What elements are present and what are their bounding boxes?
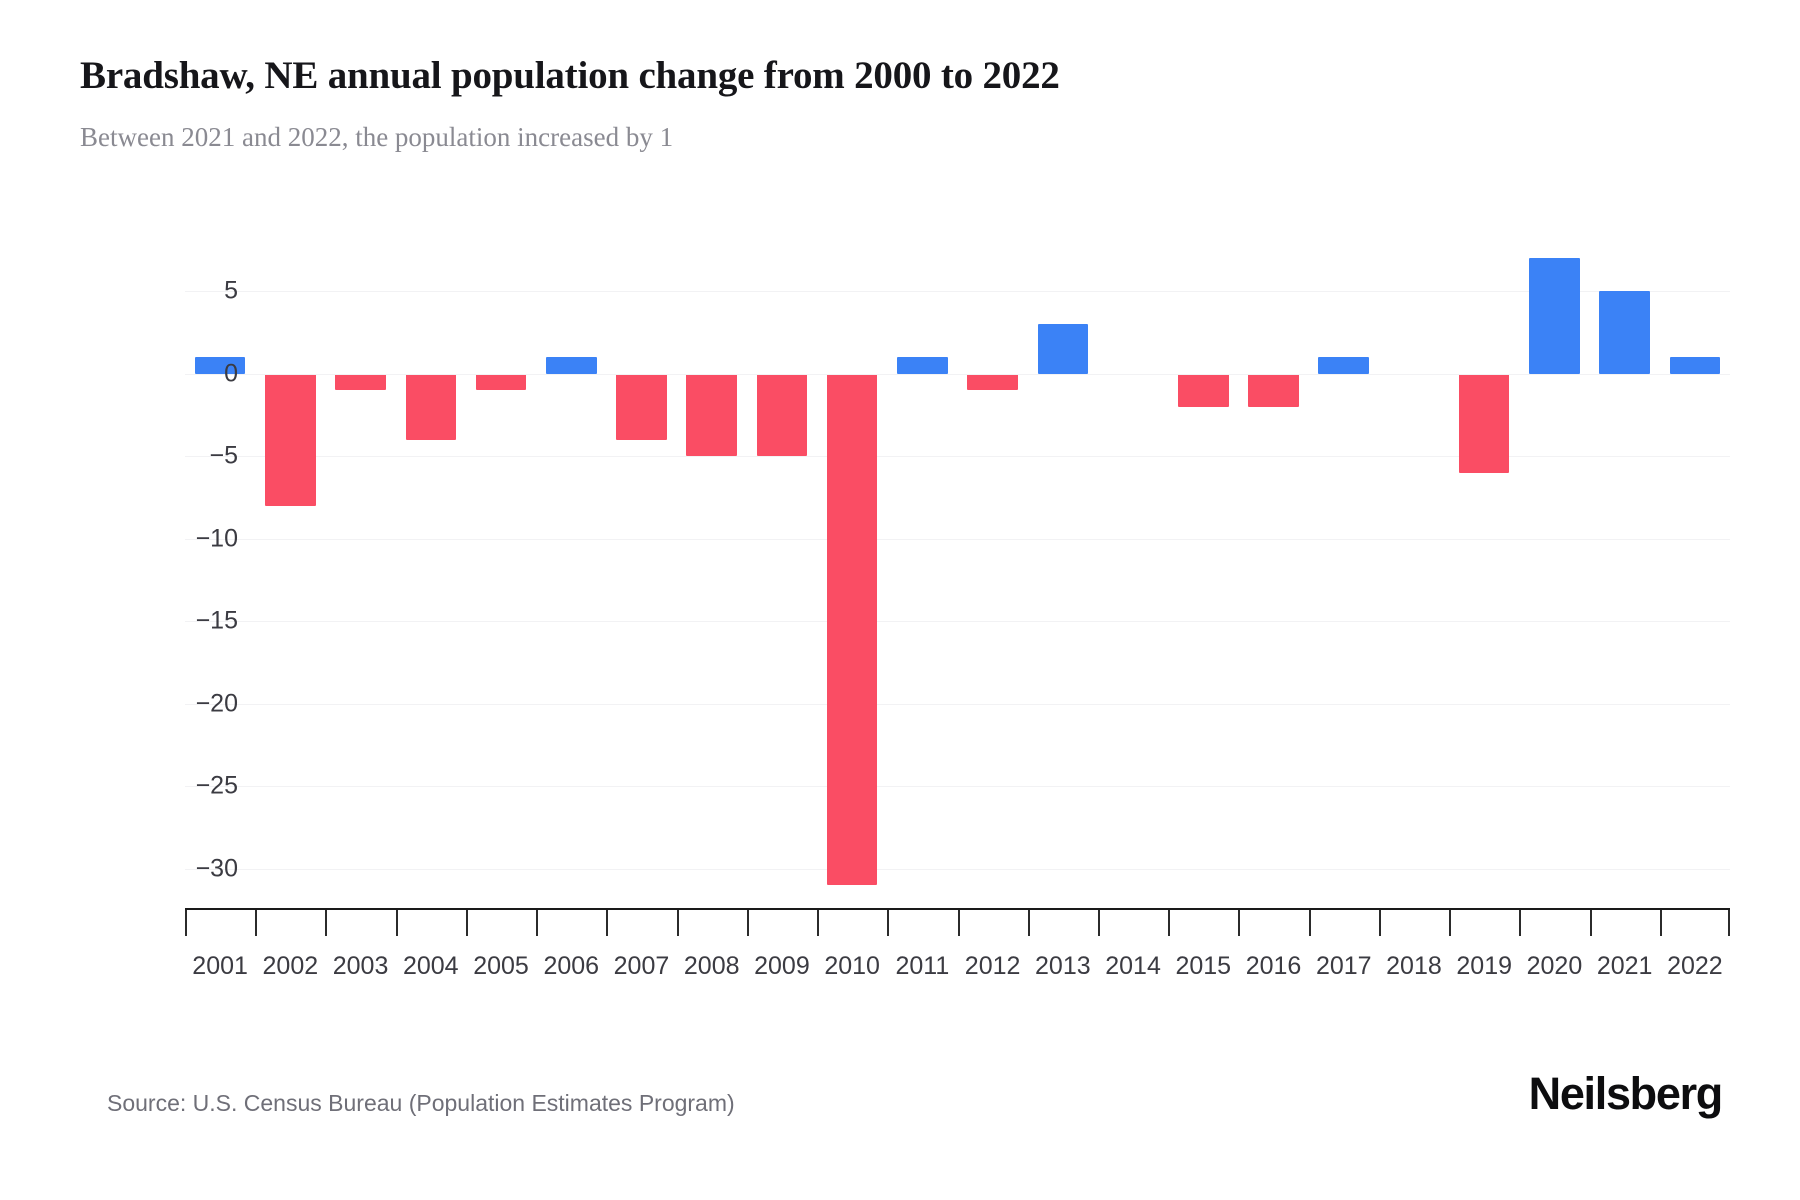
x-axis-tick	[746, 910, 749, 936]
bar-2007[interactable]	[616, 373, 667, 440]
bar-2005[interactable]	[475, 373, 527, 391]
x-axis-tick-label-2011: 2011	[895, 952, 950, 980]
bar-2004[interactable]	[405, 373, 457, 440]
bar-2016[interactable]	[1248, 373, 1299, 407]
gridline	[185, 703, 1730, 705]
x-axis-tick-label-2010: 2010	[824, 952, 880, 980]
y-axis-tick-label: −20	[195, 689, 238, 718]
plot-area	[185, 250, 1730, 910]
page-title: Bradshaw, NE annual population change fr…	[80, 54, 1060, 97]
x-axis-tick	[185, 910, 187, 936]
y-axis-tick-label: −10	[195, 524, 238, 553]
x-axis-tick	[1378, 910, 1381, 936]
x-axis-tick	[676, 910, 679, 936]
x-axis-tick	[887, 910, 890, 936]
bar-2019[interactable]	[1458, 373, 1510, 473]
x-axis-tick-label-2013: 2013	[1035, 952, 1091, 980]
gridline	[185, 621, 1730, 623]
x-axis-tick	[325, 910, 328, 936]
x-axis-tick	[395, 910, 398, 936]
x-axis-tick-label-2021: 2021	[1596, 952, 1653, 980]
gridline	[185, 456, 1730, 458]
x-axis-tick-label-2020: 2020	[1526, 952, 1583, 980]
gridline	[185, 786, 1730, 788]
x-axis-tick-label-2003: 2003	[332, 952, 389, 980]
x-axis-tick-label-2016: 2016	[1245, 952, 1302, 980]
bar-2022[interactable]	[1669, 357, 1721, 374]
y-axis-tick-label: 0	[224, 359, 238, 388]
x-axis-tick	[1728, 910, 1730, 936]
x-axis-tick	[536, 910, 539, 936]
x-axis-tick-label-2014: 2014	[1105, 952, 1161, 980]
x-axis-tick-label-2001: 2001	[192, 952, 248, 980]
neilsberg-logo: Neilsberg	[1528, 1068, 1724, 1119]
bar-2015[interactable]	[1178, 373, 1229, 407]
zero-baseline	[185, 373, 1730, 375]
x-axis-tick-label-2015: 2015	[1175, 952, 1232, 980]
x-axis-tick	[817, 910, 820, 936]
gridline	[185, 291, 1730, 293]
y-axis-tick-label: −5	[209, 441, 238, 470]
bar-2008[interactable]	[686, 373, 737, 457]
x-axis-tick	[1027, 910, 1030, 936]
x-axis-tick-label-2018: 2018	[1386, 952, 1442, 980]
bar-2001[interactable]	[194, 357, 246, 374]
x-axis-tick-label-2009: 2009	[754, 952, 810, 980]
source-note: Source: U.S. Census Bureau (Population E…	[107, 1090, 735, 1116]
x-axis-tick	[1238, 910, 1241, 936]
bar-2017[interactable]	[1318, 357, 1370, 374]
x-axis-tick-label-2008: 2008	[683, 952, 740, 980]
x-axis-tick-label-2017: 2017	[1315, 952, 1372, 980]
x-axis-tick-label-2004: 2004	[402, 952, 459, 980]
bars	[185, 250, 1730, 910]
x-axis-tick-label-2007: 2007	[613, 952, 670, 980]
x-axis-tick-label-2002: 2002	[262, 952, 319, 980]
x-axis-tick	[1589, 910, 1592, 936]
y-axis-tick-label: 5	[224, 276, 238, 305]
gridline	[185, 868, 1730, 870]
bar-2011[interactable]	[897, 357, 948, 374]
x-axis-line	[185, 908, 1730, 910]
x-axis-tick-label-2005: 2005	[473, 952, 529, 980]
bar-2002[interactable]	[265, 373, 316, 506]
bar-2021[interactable]	[1599, 291, 1650, 374]
y-axis-tick-label: −25	[195, 771, 238, 800]
bar-2012[interactable]	[967, 373, 1018, 391]
bar-2006[interactable]	[545, 357, 597, 374]
y-axis-tick-label: −15	[195, 606, 238, 635]
x-axis-tick	[1168, 910, 1171, 936]
gridline	[185, 538, 1730, 540]
x-axis-tick-label-2019: 2019	[1456, 952, 1513, 980]
x-axis-tick	[255, 910, 258, 936]
x-axis-tick	[465, 910, 468, 936]
bar-2009[interactable]	[756, 373, 808, 457]
x-axis-tick	[1097, 910, 1100, 936]
x-axis-tick-label-2022: 2022	[1667, 952, 1723, 980]
x-axis-tick	[1519, 910, 1522, 936]
bar-2010[interactable]	[826, 373, 878, 886]
x-axis-tick	[1308, 910, 1311, 936]
x-axis-tick	[957, 910, 960, 936]
bar-2003[interactable]	[335, 373, 386, 391]
bar-2013[interactable]	[1037, 324, 1089, 374]
y-axis-tick-label: −30	[195, 854, 238, 883]
x-axis-tick	[1659, 910, 1662, 936]
x-axis-tick	[606, 910, 609, 936]
bar-2020[interactable]	[1529, 258, 1580, 374]
x-axis-tick	[1449, 910, 1452, 936]
x-axis-tick-label-2012: 2012	[964, 952, 1021, 980]
x-axis-tick-label-2006: 2006	[543, 952, 600, 980]
page-subtitle: Between 2021 and 2022, the population in…	[80, 122, 674, 152]
